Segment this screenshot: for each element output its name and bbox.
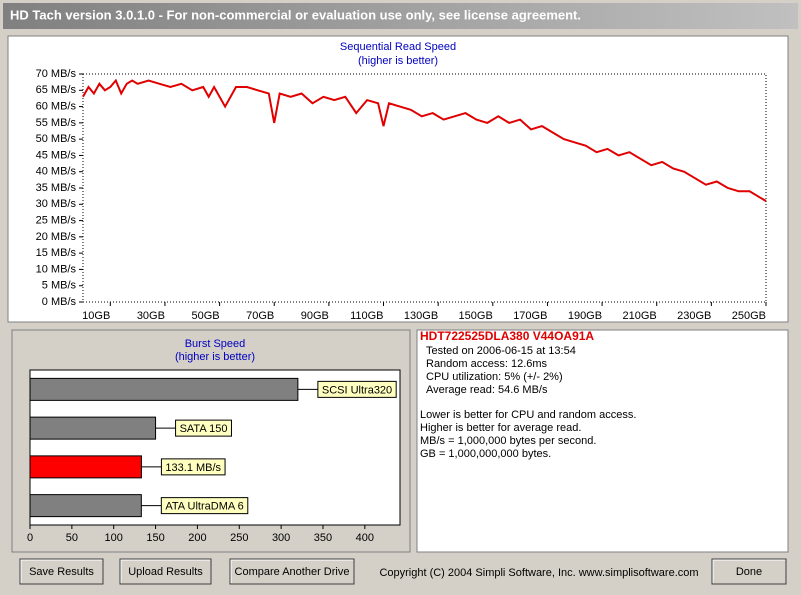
x-tick-label: 90GB <box>301 310 329 322</box>
info-note: MB/s = 1,000,000 bytes per second. <box>420 435 596 447</box>
window-title: HD Tach version 3.0.1.0 - For non-commer… <box>10 7 581 22</box>
button-bevel <box>120 559 210 583</box>
y-tick-label: 60 MB/s <box>36 100 77 112</box>
x-tick-label: 200 <box>188 532 206 544</box>
info-note: Higher is better for average read. <box>420 422 581 434</box>
x-tick-label: 130GB <box>404 310 438 322</box>
button-label[interactable]: Done <box>736 566 762 578</box>
bar-label: 133.1 MB/s <box>165 462 221 474</box>
x-tick-label: 100 <box>105 532 123 544</box>
info-note: GB = 1,000,000,000 bytes. <box>420 448 551 460</box>
x-tick-label: 10GB <box>82 310 110 322</box>
y-tick-label: 35 MB/s <box>36 182 77 194</box>
info-stat: Average read: 54.6 MB/s <box>426 384 548 396</box>
button-label[interactable]: Save Results <box>29 566 94 578</box>
x-tick-label: 400 <box>356 532 374 544</box>
bar <box>29 494 142 518</box>
x-tick-label: 0 <box>27 532 33 544</box>
title-bar <box>3 3 798 29</box>
y-tick-label: 25 MB/s <box>36 214 77 226</box>
y-tick-label: 30 MB/s <box>36 198 77 210</box>
x-tick-label: 230GB <box>677 310 711 322</box>
x-tick-label: 250GB <box>732 310 766 322</box>
button-label[interactable]: Compare Another Drive <box>235 566 350 578</box>
drive-name: HDT722525DLA380 V44OA91A <box>420 329 594 343</box>
copyright: Copyright (C) 2004 Simpli Software, Inc.… <box>379 567 698 579</box>
chart-subtitle: (higher is better) <box>175 351 255 363</box>
y-tick-label: 15 MB/s <box>36 247 77 259</box>
bar-label: ATA UltraDMA 6 <box>165 501 243 513</box>
chart-title: Burst Speed <box>185 338 246 350</box>
bar-label: SATA 150 <box>180 423 228 435</box>
y-tick-label: 5 MB/s <box>42 280 77 292</box>
y-tick-label: 55 MB/s <box>36 117 77 129</box>
chart-title: Sequential Read Speed <box>340 41 456 53</box>
x-tick-label: 50 <box>66 532 78 544</box>
button[interactable] <box>229 558 355 585</box>
y-tick-label: 70 MB/s <box>36 68 77 80</box>
x-tick-label: 250 <box>230 532 248 544</box>
info-stat: Random access: 12.6ms <box>426 358 548 370</box>
x-tick-label: 70GB <box>246 310 274 322</box>
y-tick-label: 40 MB/s <box>36 166 77 178</box>
y-tick-label: 10 MB/s <box>36 263 77 275</box>
x-tick-label: 210GB <box>622 310 656 322</box>
chart-subtitle: (higher is better) <box>358 55 438 67</box>
x-tick-label: 190GB <box>568 310 602 322</box>
x-tick-label: 350 <box>314 532 332 544</box>
bar <box>29 416 157 440</box>
x-tick-label: 170GB <box>513 310 547 322</box>
button-bevel <box>20 559 102 583</box>
button-bevel <box>230 559 353 583</box>
read-line <box>82 78 767 202</box>
x-tick-label: 150 <box>146 532 164 544</box>
x-tick-label: 110GB <box>350 310 383 322</box>
info-stat: Tested on 2006-06-15 at 13:54 <box>426 345 576 357</box>
bar <box>29 455 142 479</box>
info-note: Lower is better for CPU and random acces… <box>420 409 636 421</box>
y-tick-label: 0 MB/s <box>42 296 77 308</box>
button-label[interactable]: Upload Results <box>128 566 203 578</box>
read-panel <box>7 35 789 323</box>
x-tick-label: 50GB <box>191 310 219 322</box>
x-tick-label: 300 <box>272 532 290 544</box>
y-tick-label: 45 MB/s <box>36 149 77 161</box>
x-tick-label: 30GB <box>137 310 165 322</box>
info-stat: CPU utilization: 5% (+/- 2%) <box>426 371 563 383</box>
button[interactable] <box>119 558 212 585</box>
y-tick-label: 65 MB/s <box>36 84 77 96</box>
y-tick-label: 50 MB/s <box>36 133 77 145</box>
button-bevel <box>712 559 785 583</box>
bar-label: SCSI Ultra320 <box>322 384 392 396</box>
x-tick-label: 150GB <box>459 310 493 322</box>
button[interactable] <box>19 558 104 585</box>
y-tick-label: 20 MB/s <box>36 231 77 243</box>
button[interactable] <box>711 558 787 585</box>
info-panel <box>416 329 789 553</box>
bar <box>29 377 299 401</box>
